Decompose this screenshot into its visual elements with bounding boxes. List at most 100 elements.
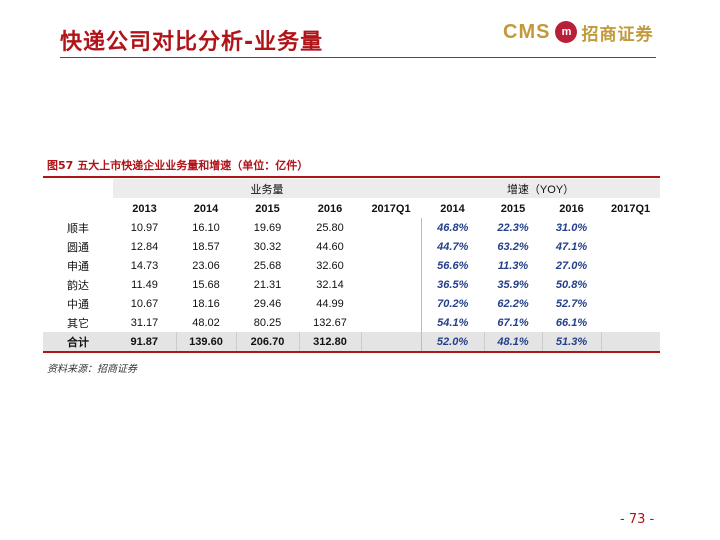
cell-growth	[601, 313, 660, 332]
cell-volume: 44.99	[316, 297, 344, 310]
cell-volume: 21.31	[253, 278, 282, 291]
cell-growth: 67.1%	[497, 316, 529, 329]
row-company-name: 顺丰	[67, 222, 89, 235]
cell-growth	[601, 218, 660, 237]
cell-volume: 25.80	[316, 221, 344, 234]
table-corner	[43, 179, 113, 199]
cell-volume: 18.16	[192, 297, 220, 310]
cell-volume: 32.60	[316, 259, 344, 272]
row-company-name: 韵达	[67, 279, 89, 292]
table-total-row: 合计 91.87 139.60 206.70 312.80 52.0% 48.1% 51.3%	[43, 332, 661, 353]
cell-volume: 30.32	[253, 240, 282, 253]
row-company-name: 圆通	[67, 241, 89, 254]
cell-growth: 47.1%	[555, 240, 588, 253]
cell-volume: 139.60	[175, 332, 236, 353]
cell-growth: 62.2%	[497, 297, 529, 310]
cell-volume	[360, 332, 422, 353]
cell-volume: 25.68	[253, 259, 282, 272]
cell-growth: 50.8%	[555, 278, 588, 291]
table-row: 韵达 11.49 15.68 21.31 32.14 36.5% 35.9% 50.8%	[43, 275, 660, 294]
cell-growth: 35.9%	[497, 278, 529, 291]
cell-growth: 22.3%	[497, 221, 529, 234]
title-divider	[60, 57, 656, 58]
cell-volume: 48.02	[192, 316, 220, 329]
year-header-growth-2017q1: 2017Q1	[610, 202, 651, 215]
cell-growth: 63.2%	[497, 240, 529, 253]
table-row: 中通 10.67 18.16 29.46 44.99 70.2% 62.2% 52.7%	[43, 294, 660, 313]
cell-growth: 51.3%	[541, 332, 602, 353]
cell-growth: 54.1%	[420, 313, 485, 332]
figure-caption-text: 五大上市快递企业业务量和增速（单位：亿件）	[77, 159, 309, 172]
table-group-header: 业务量 增速（YOY）	[43, 179, 661, 199]
cell-growth: 27.0%	[555, 259, 588, 272]
page-title: 快递公司对比分析-业务量	[60, 30, 324, 55]
cell-volume: 10.97	[130, 221, 159, 234]
logo-mark-icon: m	[555, 21, 578, 43]
cell-growth: 66.1%	[555, 316, 588, 329]
cell-volume: 29.46	[253, 297, 282, 310]
figure-top-rule	[43, 176, 660, 178]
row-company-name: 合计	[43, 332, 113, 353]
cell-volume: 10.67	[130, 297, 159, 310]
cell-growth	[601, 294, 660, 313]
cell-volume: 80.25	[253, 316, 282, 329]
table-row: 圆通 12.84 18.57 30.32 44.60 44.7% 63.2% 47.1%	[43, 237, 660, 256]
cell-growth: 52.7%	[555, 297, 588, 310]
cell-volume	[361, 275, 421, 294]
cell-growth: 52.0%	[420, 332, 485, 353]
figure-number: 图57	[47, 159, 74, 172]
page-number: - 73 -	[620, 512, 655, 527]
logo-text-cn: 招商证券	[581, 24, 654, 45]
group-header-growth: 增速（YOY）	[421, 179, 661, 199]
brand-logo: CMS m 招商证券	[503, 17, 653, 47]
cell-volume	[361, 218, 421, 237]
year-header-volume-2017q1: 2017Q1	[371, 202, 411, 215]
year-header-volume-2014: 2014	[193, 202, 219, 215]
cell-volume: 15.68	[192, 278, 220, 291]
cell-volume	[361, 256, 421, 275]
cell-growth	[600, 332, 661, 353]
row-company-name: 其它	[67, 317, 89, 330]
table-row: 顺丰 10.97 16.10 19.69 25.80 46.8% 22.3% 31.0%	[43, 218, 660, 237]
cell-volume: 91.87	[113, 332, 176, 353]
year-header-volume-2013: 2013	[132, 202, 157, 215]
year-header-growth-2014: 2014	[440, 202, 465, 215]
group-header-volume: 业务量	[113, 179, 422, 199]
table-row: 其它 31.17 48.02 80.25 132.67 54.1% 67.1% 66.1%	[43, 313, 660, 332]
cell-growth: 56.6%	[420, 256, 485, 275]
cell-volume: 16.10	[192, 221, 220, 234]
year-header-volume-2015: 2015	[255, 202, 280, 215]
cell-volume	[361, 237, 421, 256]
cell-volume: 206.70	[235, 332, 299, 353]
year-header-volume-2016: 2016	[317, 202, 343, 215]
cell-volume: 312.80	[298, 332, 361, 353]
cell-growth: 11.3%	[497, 259, 529, 272]
cell-volume: 11.49	[131, 278, 158, 291]
cell-volume: 132.67	[313, 316, 347, 329]
table-body: 顺丰 10.97 16.10 19.69 25.80 46.8% 22.3% 31.0% 圆通 1…	[43, 218, 661, 353]
year-header-growth-2016: 2016	[559, 202, 584, 215]
cell-growth: 31.0%	[555, 221, 588, 234]
cell-volume: 23.06	[192, 259, 220, 272]
cell-volume: 19.69	[253, 221, 282, 234]
cell-volume: 12.84	[130, 240, 159, 253]
cell-volume: 18.57	[192, 240, 220, 253]
logo-text-en: CMS	[503, 20, 551, 43]
cell-growth: 70.2%	[420, 294, 485, 313]
cell-growth	[601, 237, 660, 256]
year-header-blank	[43, 199, 113, 219]
cell-volume	[361, 294, 421, 313]
cell-growth: 46.8%	[420, 218, 485, 237]
table-year-header: 2013 2014 2015 2016 2017Q1 2014 2015 201…	[43, 199, 660, 219]
cell-volume: 32.14	[316, 278, 344, 291]
cell-growth: 36.5%	[420, 275, 485, 294]
cell-volume: 31.17	[130, 316, 159, 329]
cell-volume	[361, 313, 421, 332]
source-note: 资料来源：招商证券	[47, 364, 137, 375]
cell-growth	[601, 256, 660, 275]
figure-caption: 图57 五大上市快递企业业务量和增速（单位：亿件）	[47, 157, 308, 173]
row-company-name: 申通	[67, 260, 89, 273]
table-row: 申通 14.73 23.06 25.68 32.60 56.6% 11.3% 27.0%	[43, 256, 660, 275]
cell-growth	[601, 275, 660, 294]
cell-growth: 48.1%	[483, 332, 543, 353]
